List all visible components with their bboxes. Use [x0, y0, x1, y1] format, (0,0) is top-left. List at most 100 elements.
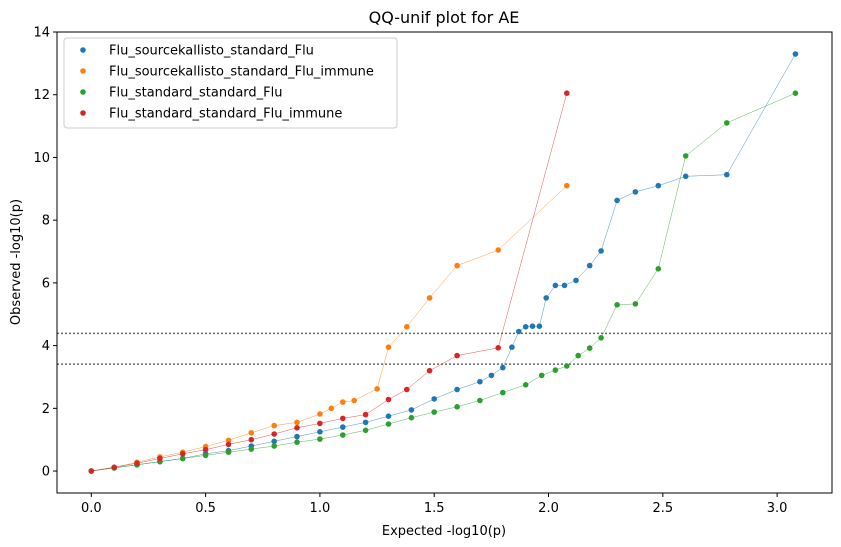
- data-point-2-11: [340, 432, 346, 438]
- data-point-3-2: [134, 460, 140, 467]
- data-point-2-22: [564, 363, 570, 369]
- data-point-2-10: [317, 436, 323, 442]
- legend-label-3: Flu_standard_standard_Flu_immune: [109, 107, 342, 122]
- data-point-3-3: [157, 455, 163, 462]
- data-point-2-17: [477, 397, 483, 404]
- x-tick-label: 0.0: [81, 501, 102, 516]
- data-point-2-6: [225, 449, 232, 456]
- data-point-2-21: [552, 367, 559, 373]
- data-point-0-26: [552, 282, 559, 289]
- data-point-0-24: [536, 323, 543, 330]
- data-point-0-20: [509, 344, 515, 351]
- data-point-3-17: [495, 345, 502, 351]
- data-point-2-30: [724, 120, 730, 126]
- data-point-2-13: [385, 421, 392, 427]
- data-point-0-30: [598, 248, 604, 254]
- x-tick-label: 1.5: [424, 501, 445, 516]
- legend-label-1: Flu_sourcekallisto_standard_Flu_immune: [109, 65, 374, 80]
- data-point-1-17: [426, 295, 433, 301]
- data-point-0-15: [431, 396, 438, 402]
- data-point-1-11: [328, 405, 335, 412]
- data-point-3-12: [362, 411, 369, 418]
- data-point-1-9: [294, 419, 300, 426]
- data-point-1-8: [271, 422, 278, 429]
- legend-label-0: Flu_sourcekallisto_standard_Flu: [109, 44, 314, 59]
- data-point-0-10: [317, 429, 323, 435]
- data-point-1-12: [340, 399, 346, 405]
- data-point-2-18: [500, 389, 506, 396]
- chart-title: QQ-unif plot for AE: [369, 8, 520, 27]
- data-point-0-32: [632, 189, 639, 195]
- y-tick-label: 0: [42, 465, 50, 480]
- y-tick-label: 10: [33, 151, 50, 166]
- y-tick-label: 14: [33, 26, 50, 41]
- data-point-0-36: [792, 51, 799, 57]
- y-tick-label: 2: [42, 402, 50, 417]
- legend-marker-0: [80, 47, 86, 53]
- data-point-0-25: [543, 295, 549, 301]
- x-tick-label: 0.5: [195, 501, 216, 516]
- data-point-2-28: [655, 266, 662, 272]
- data-point-0-22: [522, 324, 529, 330]
- data-point-1-16: [404, 324, 410, 330]
- legend-box: [63, 37, 398, 129]
- y-axis: 0 2 4 6 8 10 12 14: [33, 26, 57, 480]
- data-point-3-4: [179, 451, 186, 457]
- data-point-0-16: [454, 386, 460, 393]
- data-point-2-4: [179, 455, 186, 462]
- data-point-0-19: [500, 364, 506, 371]
- x-tick-label: 2.0: [538, 501, 559, 516]
- data-point-2-14: [408, 414, 415, 421]
- data-point-2-24: [586, 345, 593, 351]
- data-point-3-8: [271, 431, 278, 437]
- data-point-2-8: [271, 443, 278, 449]
- data-point-3-18: [564, 90, 570, 96]
- series-3: [88, 90, 570, 474]
- data-point-0-18: [488, 372, 495, 379]
- data-point-0-13: [385, 413, 392, 420]
- data-point-0-34: [682, 173, 689, 180]
- series-line-1: [91, 185, 567, 472]
- data-point-3-1: [111, 464, 117, 471]
- data-point-2-12: [362, 427, 369, 434]
- data-point-1-13: [351, 397, 358, 404]
- data-point-2-26: [614, 302, 620, 308]
- y-tick-label: 4: [42, 339, 50, 354]
- x-tick-label: 2.5: [652, 501, 673, 516]
- data-point-1-7: [248, 430, 255, 436]
- y-tick-label: 8: [42, 214, 50, 229]
- data-point-0-28: [573, 277, 579, 284]
- data-point-2-23: [575, 352, 581, 359]
- data-point-3-13: [385, 396, 392, 403]
- data-point-3-14: [404, 386, 410, 393]
- data-point-1-10: [317, 411, 323, 417]
- x-tick-label: 1.0: [310, 501, 331, 516]
- data-point-2-5: [202, 452, 209, 459]
- data-point-0-14: [408, 407, 415, 413]
- data-point-3-10: [317, 420, 323, 427]
- data-point-2-31: [792, 90, 799, 96]
- data-point-0-29: [586, 262, 593, 269]
- data-point-2-19: [522, 382, 529, 388]
- data-point-1-15: [385, 344, 392, 351]
- data-point-2-27: [632, 301, 639, 307]
- data-point-0-33: [655, 182, 662, 189]
- data-point-0-27: [561, 282, 568, 289]
- data-point-3-16: [454, 352, 460, 359]
- y-axis-label: Observed -log10(p): [9, 199, 24, 325]
- data-point-2-16: [454, 404, 460, 410]
- data-point-0-31: [614, 197, 620, 204]
- data-point-2-25: [598, 335, 604, 341]
- data-point-3-6: [225, 441, 232, 448]
- data-point-2-20: [538, 372, 545, 379]
- data-point-0-12: [362, 419, 369, 426]
- data-point-3-7: [248, 436, 255, 443]
- legend-marker-1: [80, 68, 86, 74]
- data-point-0-11: [340, 424, 346, 430]
- legend-label-2: Flu_standard_standard_Flu: [109, 86, 282, 101]
- x-tick-label: 3.0: [767, 501, 788, 516]
- data-point-0-17: [477, 378, 483, 385]
- y-tick-label: 6: [42, 276, 50, 291]
- threshold-lines: [57, 332, 832, 365]
- data-point-2-9: [294, 439, 300, 446]
